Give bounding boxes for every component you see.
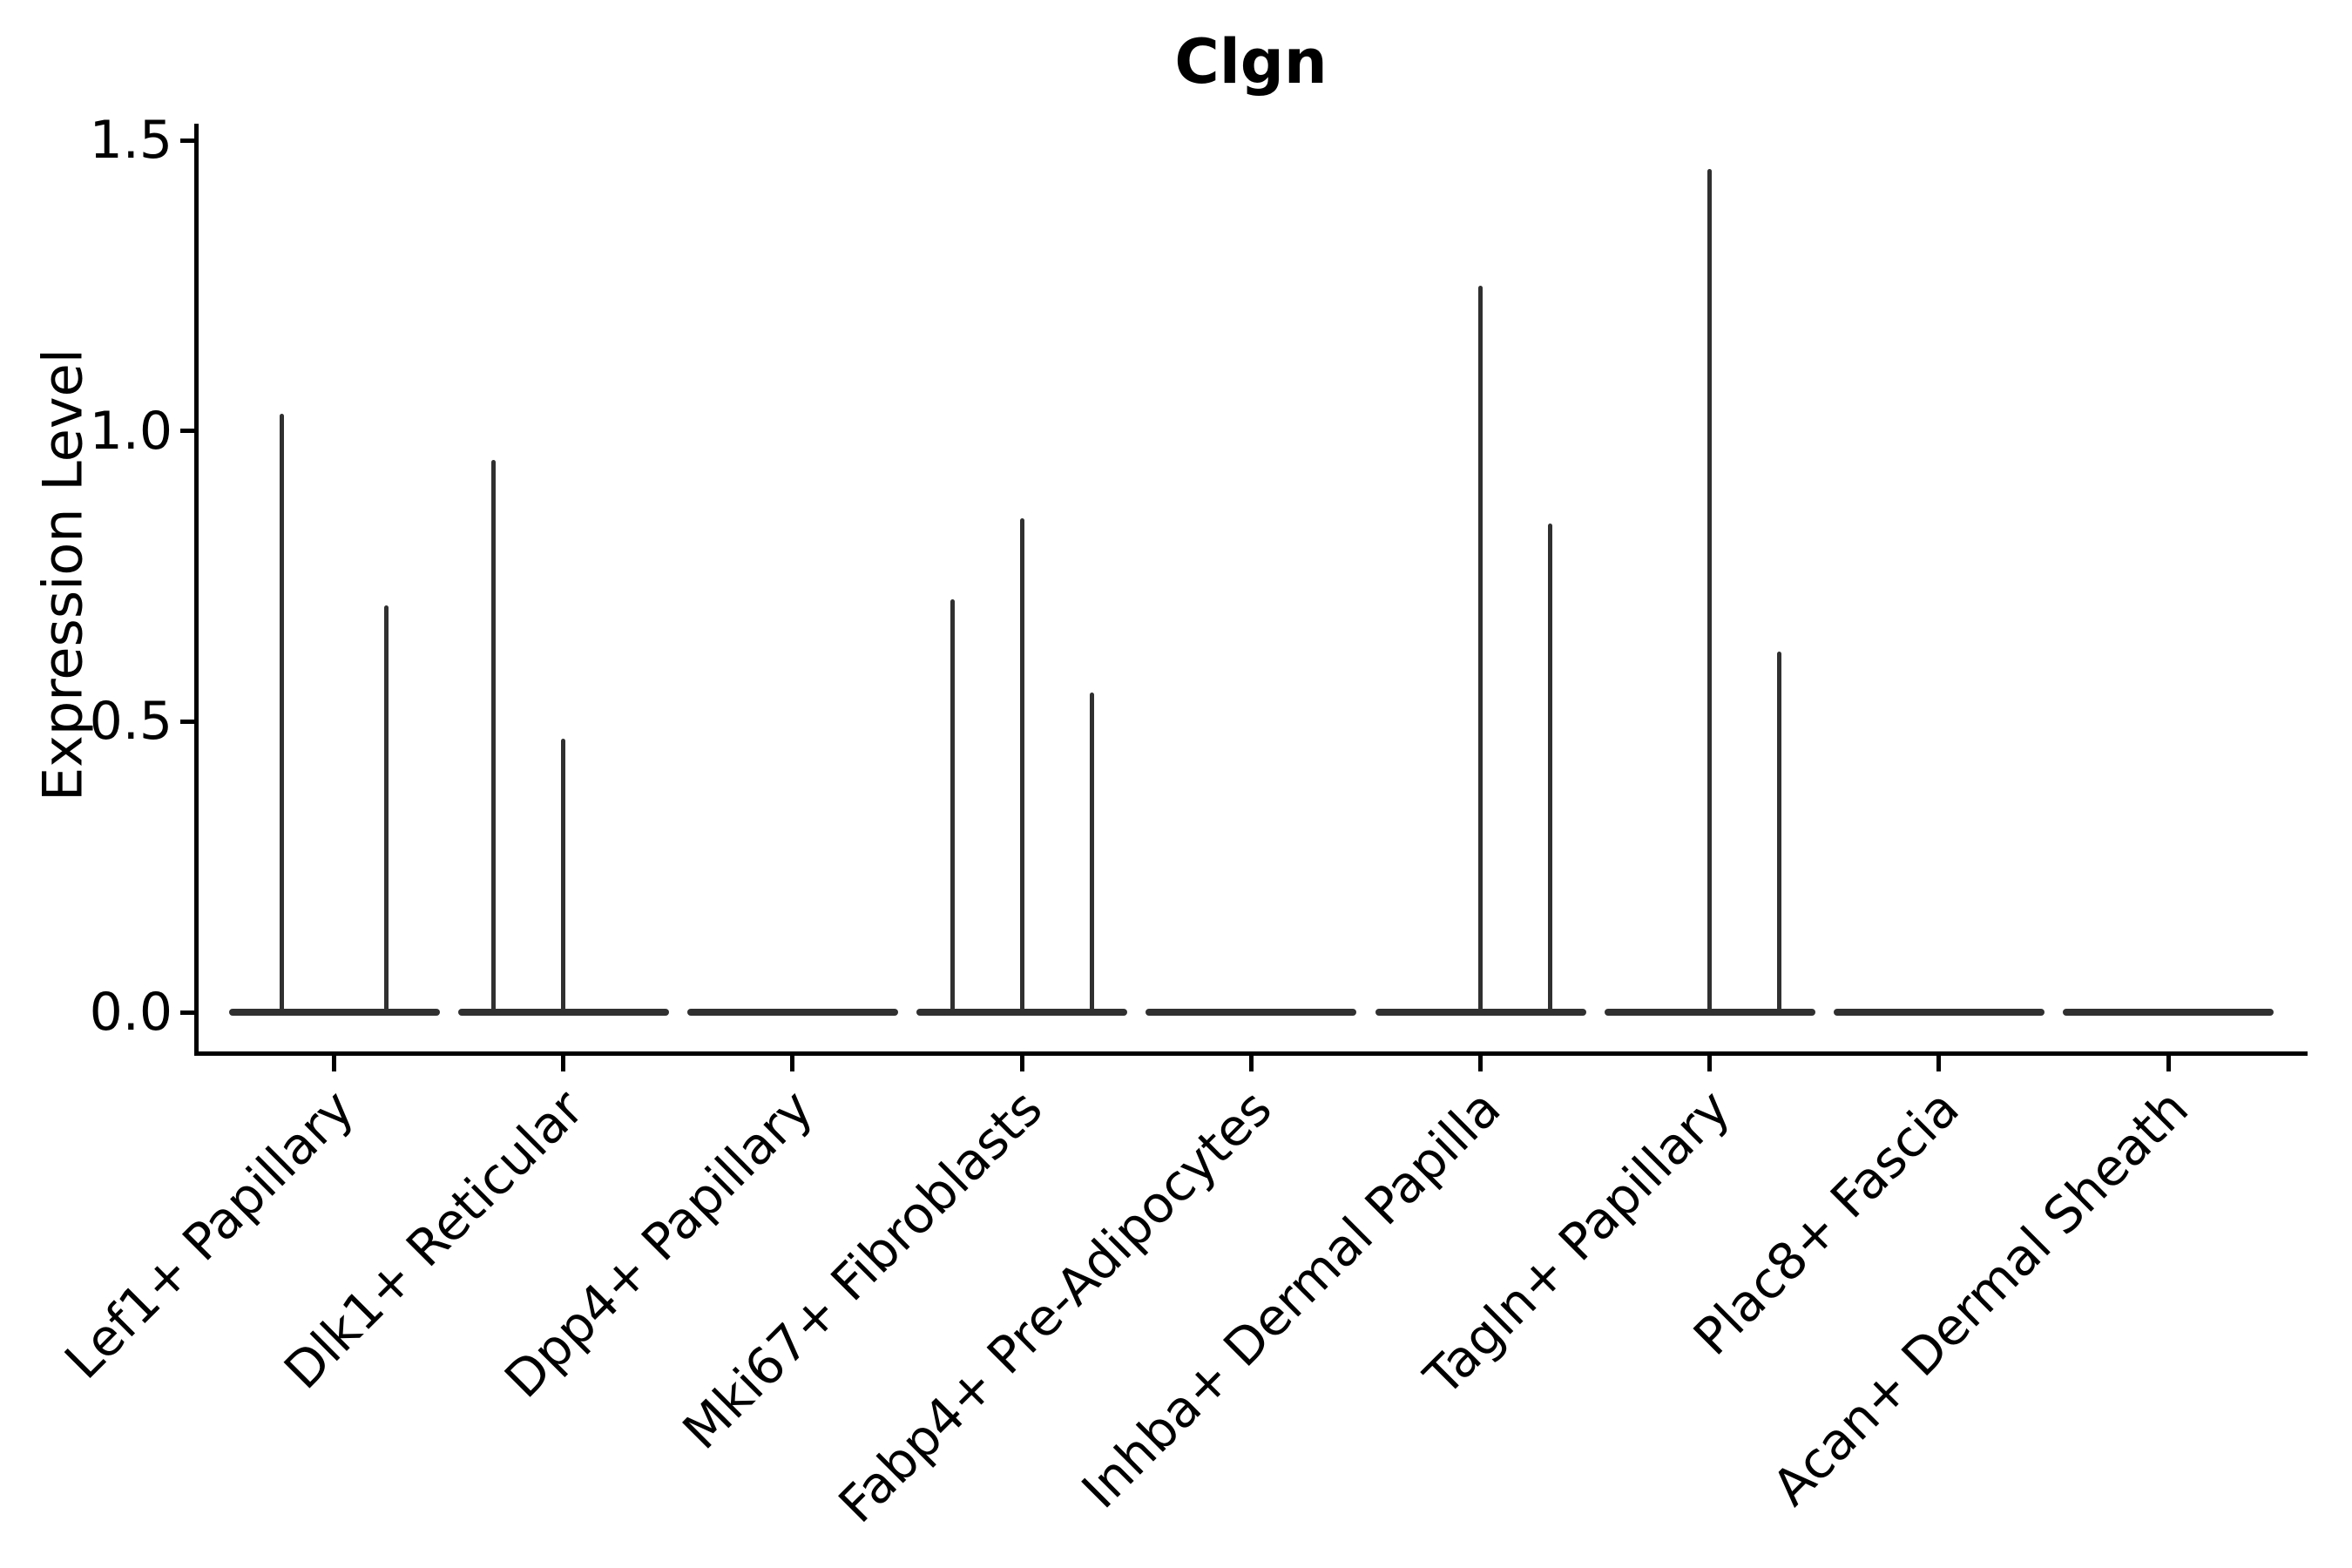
violin-spike [280, 413, 284, 1014]
x-tick-mark [1478, 1056, 1483, 1071]
x-tick-mark [1707, 1056, 1713, 1071]
y-tick-label: 1.5 [89, 110, 172, 172]
x-tick-label: Fabp4+ Pre-Adipocytes [827, 1078, 1283, 1535]
x-tick-mark [1019, 1056, 1024, 1071]
violin-baseline [686, 1009, 898, 1016]
x-tick-mark [561, 1056, 566, 1071]
violin-spike [1478, 285, 1483, 1014]
y-tick-mark [180, 429, 196, 434]
violin-baseline [2063, 1009, 2274, 1016]
y-tick-mark [180, 138, 196, 143]
violin-spike [1777, 652, 1782, 1014]
x-tick-mark [332, 1056, 336, 1071]
x-tick-mark [1248, 1056, 1254, 1071]
x-tick-label: Acan+ Dermal Sheath [1761, 1078, 2200, 1517]
violin-baseline [228, 1009, 440, 1016]
violin-spike [950, 599, 955, 1014]
violin-spike [1019, 517, 1024, 1014]
x-tick-mark [2166, 1056, 2171, 1071]
x-axis-line [194, 1051, 2308, 1056]
y-tick-label: 1.0 [89, 400, 172, 462]
x-tick-mark [790, 1056, 795, 1071]
violin-spike [1089, 692, 1094, 1014]
y-tick-mark [180, 719, 196, 724]
violin-baseline [1146, 1009, 1357, 1016]
violin-baseline [1833, 1009, 2044, 1016]
violin-spike [384, 605, 389, 1014]
y-tick-label: 0.5 [89, 691, 172, 753]
y-tick-label: 0.0 [89, 982, 172, 1043]
y-axis-line [194, 124, 199, 1056]
x-tick-label: Inhba+ Dermal Papilla [1070, 1078, 1512, 1520]
violin-spike [491, 460, 497, 1014]
violin-spike [1707, 169, 1713, 1014]
violin-spike [561, 739, 566, 1014]
y-tick-mark [180, 1010, 196, 1015]
violin-spike [1548, 524, 1552, 1014]
chart-title: Clgn [1174, 26, 1328, 98]
x-tick-mark [1936, 1056, 1942, 1071]
